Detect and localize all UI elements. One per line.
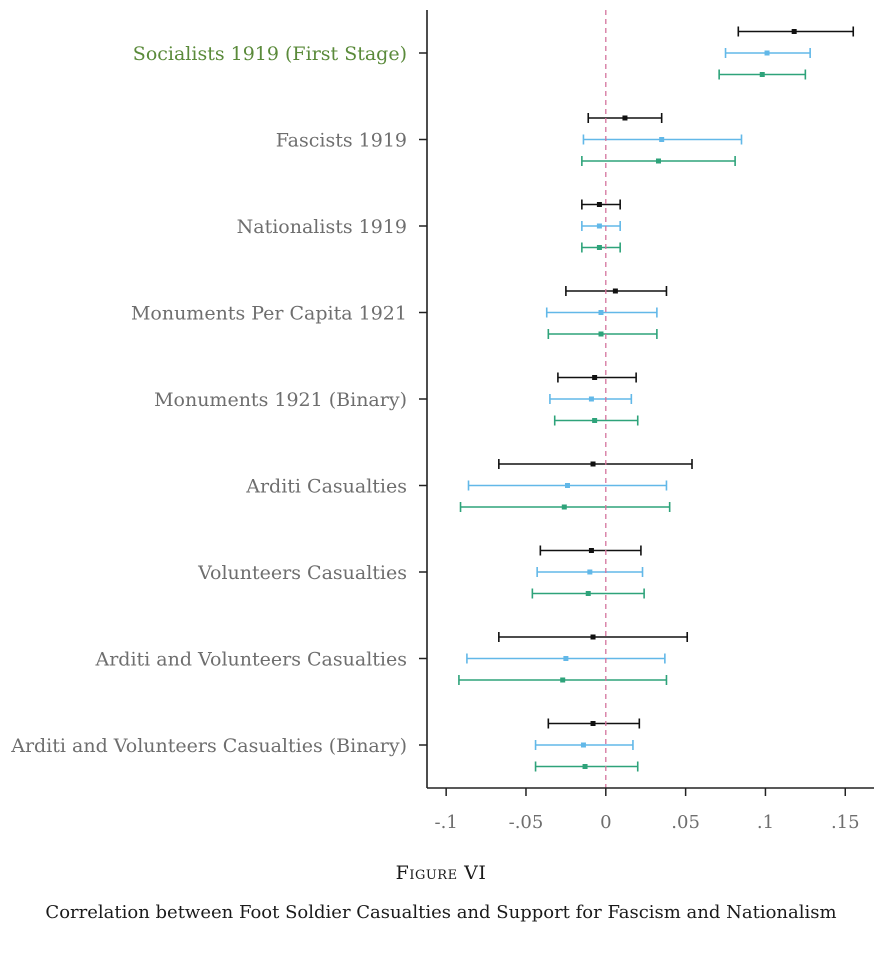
- category-label: Volunteers Casualties: [197, 562, 407, 584]
- category-group: Socialists 1919 (First Stage): [133, 26, 855, 80]
- point-estimate: [561, 504, 567, 510]
- figure-label: Figure VI: [395, 862, 487, 884]
- point-estimate: [596, 245, 602, 250]
- x-tick-label: .05: [671, 812, 700, 833]
- point-estimate: [622, 115, 628, 121]
- point-estimate: [587, 569, 593, 575]
- category-group: Nationalists 1919: [237, 199, 621, 253]
- point-estimate: [596, 202, 602, 207]
- chart-groups: Socialists 1919 (First Stage) Fascists 19…: [10, 26, 855, 772]
- point-estimate: [592, 375, 598, 380]
- point-estimate: [596, 223, 602, 229]
- category-label: Monuments Per Capita 1921: [131, 303, 407, 325]
- point-estimate: [598, 331, 604, 337]
- point-estimate: [585, 591, 591, 596]
- category-group: Arditi and Volunteers Casualties (Binary…: [10, 718, 641, 772]
- category-label: Arditi and Volunteers Casualties (Binary…: [10, 735, 407, 757]
- chart-axes: -.1 -.05 0 .05 .1 .15: [426, 10, 874, 833]
- point-estimate: [588, 396, 594, 402]
- point-estimate: [590, 461, 596, 467]
- category-label: Monuments 1921 (Binary): [154, 389, 407, 411]
- category-label: Fascists 1919: [276, 130, 407, 152]
- category-group: Volunteers Casualties: [197, 545, 645, 599]
- category-group: Monuments 1921 (Binary): [154, 372, 639, 426]
- category-label: Arditi Casualties: [245, 476, 407, 498]
- point-estimate: [580, 742, 586, 748]
- point-estimate: [588, 548, 594, 553]
- x-tick-label: .15: [831, 812, 860, 833]
- point-estimate: [590, 721, 596, 726]
- point-estimate: [612, 288, 618, 294]
- point-estimate: [564, 483, 570, 488]
- point-estimate: [791, 29, 797, 34]
- x-tick-label: -.05: [509, 812, 544, 833]
- category-label: Socialists 1919 (First Stage): [133, 43, 407, 65]
- category-group: Fascists 1919: [276, 113, 743, 166]
- figure-title: Correlation between Foot Soldier Casualt…: [45, 902, 837, 923]
- category-group: Arditi and Volunteers Casualties: [95, 632, 689, 685]
- category-group: Monuments Per Capita 1921: [131, 286, 668, 339]
- coefficient-chart: Socialists 1919 (First Stage) Fascists 19…: [10, 10, 874, 833]
- x-tick-label: -.1: [435, 812, 458, 833]
- point-estimate: [563, 656, 569, 661]
- point-estimate: [582, 764, 588, 769]
- point-estimate: [590, 634, 596, 640]
- point-estimate: [764, 50, 770, 56]
- point-estimate: [560, 677, 566, 683]
- category-group: Arditi Casualties: [245, 459, 693, 512]
- point-estimate: [655, 158, 661, 164]
- point-estimate: [592, 418, 598, 423]
- point-estimate: [598, 310, 604, 315]
- category-label: Arditi and Volunteers Casualties: [95, 649, 408, 671]
- point-estimate: [659, 137, 665, 142]
- point-estimate: [759, 72, 765, 77]
- x-tick-label: .1: [757, 812, 774, 833]
- category-label: Nationalists 1919: [237, 216, 407, 238]
- x-tick-label: 0: [600, 812, 611, 833]
